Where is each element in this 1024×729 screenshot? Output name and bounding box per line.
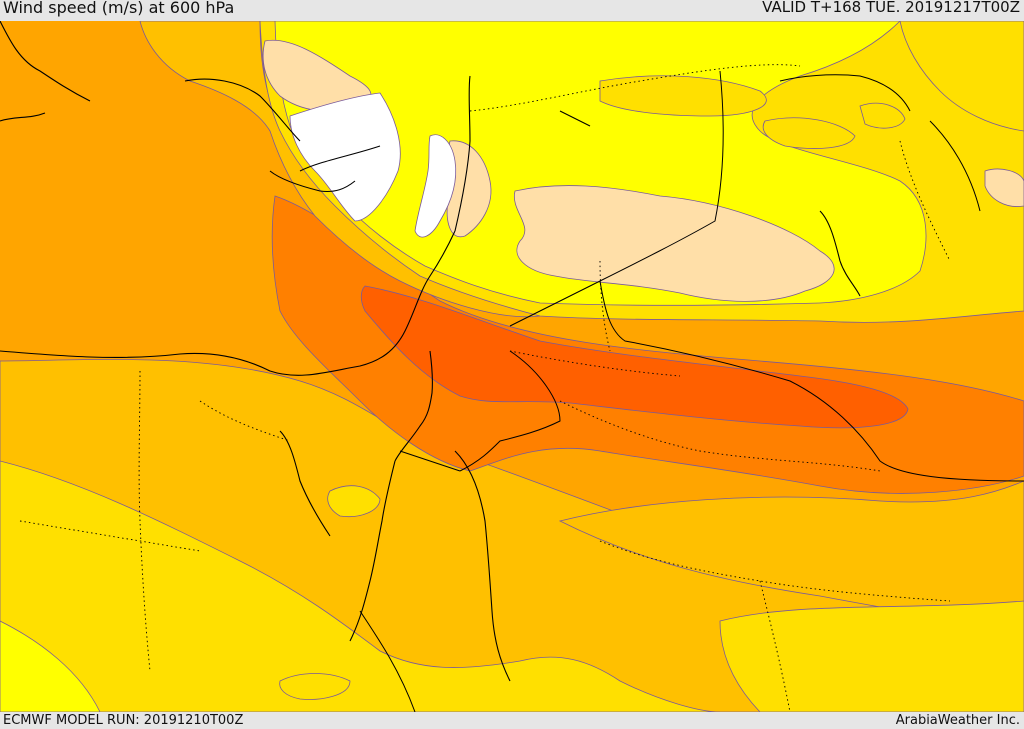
patch-gold-sinai — [279, 673, 351, 700]
patch-white-coast — [414, 134, 457, 238]
valid-time: VALID T+168 TUE. 20191217T00Z — [762, 0, 1020, 16]
footer-bar: ECMWF MODEL RUN: 20191210T00Z ArabiaWeat… — [0, 712, 1024, 729]
band-amber-east — [558, 480, 1024, 623]
map-title: Wind speed (m/s) at 600 hPa — [3, 0, 235, 17]
wind-speed-map — [0, 21, 1024, 712]
patch-gold-2 — [762, 117, 856, 149]
band-gold-south — [0, 460, 721, 712]
credit: ArabiaWeather Inc. — [895, 713, 1020, 728]
map-canvas — [0, 21, 1024, 712]
header-bar: Wind speed (m/s) at 600 hPa VALID T+168 … — [0, 0, 1024, 21]
borders — [19, 64, 951, 712]
patch-white-cyprus — [289, 92, 401, 222]
patch-peach-east — [984, 168, 1024, 207]
patch-gold-1 — [599, 75, 767, 117]
patch-gold-3 — [899, 21, 1024, 132]
band-yellow-southwest — [0, 620, 101, 712]
coastlines — [0, 21, 861, 682]
patch-gold-red-sea — [327, 485, 381, 518]
patch-gold-4 — [859, 102, 906, 129]
model-run: ECMWF MODEL RUN: 20191210T00Z — [3, 713, 244, 728]
band-red-orange-core — [360, 285, 909, 429]
band-gold-southeast — [719, 600, 1024, 712]
national-borders — [359, 70, 1024, 712]
